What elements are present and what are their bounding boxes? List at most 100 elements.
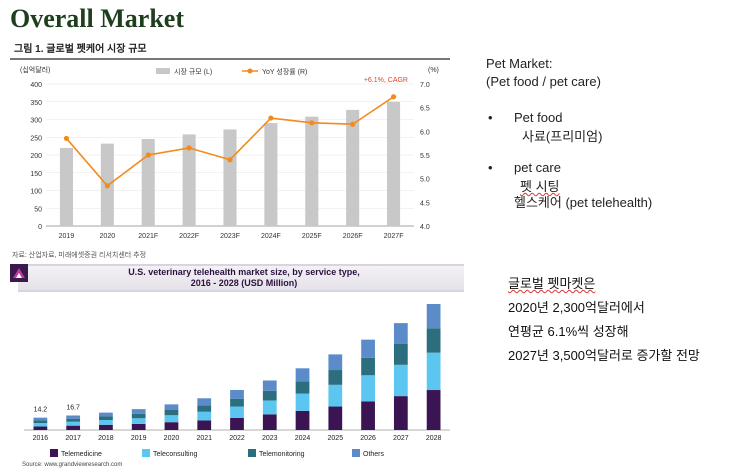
- stacked-bar-segment: [328, 354, 343, 371]
- cagr-annotation: +6.1%, CAGR: [364, 77, 408, 84]
- growth-point: [390, 94, 397, 100]
- y-tick-label: 400: [30, 82, 42, 89]
- chart-caption: 그림 1. 글로벌 펫케어 시장 규모: [14, 44, 147, 55]
- growth-point: [63, 135, 70, 142]
- chart-title-line1: U.S. veterinary telehealth market size, …: [128, 267, 360, 277]
- x-tick-label: 2027: [393, 435, 409, 442]
- stacked-bar-segment: [393, 396, 408, 430]
- y2-tick-label: 5.0: [420, 177, 430, 184]
- data-label: 14.2: [34, 407, 48, 414]
- chart-source: 자료: 산업자료, 미래에셋증권 리서치센터 추정: [12, 252, 147, 259]
- stacked-bar-segment: [230, 406, 244, 418]
- stacked-bar-segment: [164, 422, 179, 430]
- stacked-bar-segment: [131, 409, 146, 414]
- bullet-pet-food: Pet food: [514, 110, 563, 125]
- growth-point: [186, 145, 192, 151]
- y-tick-label: 0: [38, 224, 42, 231]
- bar: [346, 109, 360, 226]
- stacked-bar-segment: [164, 410, 179, 416]
- legend-line-marker: [247, 68, 253, 74]
- stacked-bar-segment: [295, 410, 310, 430]
- stacked-bar-segment: [66, 415, 81, 419]
- y2-tick-label: 7.0: [420, 82, 430, 89]
- pet-market-heading: Pet Market:: [486, 56, 553, 71]
- growth-point: [350, 121, 356, 127]
- y-tick-label: 300: [30, 118, 42, 125]
- stacked-bar-segment: [164, 404, 179, 411]
- growth-point: [145, 152, 151, 158]
- stacked-bar-segment: [295, 393, 310, 411]
- y-tick-label: 250: [30, 135, 42, 142]
- x-tick-label: 2026F: [343, 233, 363, 240]
- y-axis-unit-left: (십억달러): [20, 65, 50, 74]
- y2-tick-label: 4.5: [420, 200, 430, 207]
- x-tick-label: 2022F: [179, 233, 199, 240]
- caption-bar: [10, 38, 450, 60]
- stacked-bar-segment: [33, 417, 48, 421]
- x-tick-label: 2019: [59, 233, 75, 240]
- y-tick-label: 200: [30, 153, 42, 160]
- x-tick-label: 2019: [131, 435, 147, 442]
- stacked-bar-segment: [99, 412, 113, 417]
- stacked-bar-segment: [295, 381, 310, 394]
- x-tick-label: 2023: [262, 435, 278, 442]
- legend-swatch: [142, 449, 150, 457]
- legend-label: Telemedicine: [61, 451, 102, 458]
- x-tick-label: 2023F: [220, 233, 240, 240]
- stacked-bar-segment: [99, 424, 113, 430]
- x-tick-label: 2024F: [261, 233, 281, 240]
- stacked-bar-segment: [328, 384, 343, 407]
- chart-title-line2: 2016 - 2028 (USD Million): [190, 278, 298, 288]
- stacked-bar-segment: [197, 411, 212, 421]
- stacked-bar-segment: [230, 417, 244, 430]
- legend-swatch: [50, 449, 58, 457]
- x-tick-label: 2022: [229, 435, 245, 442]
- stacked-bar-segment: [393, 364, 408, 397]
- stacked-bar-segment: [393, 323, 408, 344]
- y2-tick-label: 6.0: [420, 129, 430, 136]
- stacked-bar-segment: [230, 390, 244, 399]
- legend-line-label: YoY 성장률 (R): [262, 67, 307, 76]
- x-tick-label: 2020: [100, 233, 116, 240]
- summary-line-2: 2020년 2,300억달러에서: [508, 300, 645, 315]
- x-tick-label: 2020: [164, 435, 180, 442]
- y2-tick-label: 6.5: [420, 106, 430, 113]
- bar: [305, 116, 319, 226]
- chart-source: Source: www.grandviewresearch.com: [22, 462, 123, 468]
- bullet-pet-food-sub: 사료(프리미엄): [522, 129, 603, 144]
- stacked-bar-segment: [426, 390, 441, 430]
- bullet-pet-care-sub2: 헬스케어 (pet telehealth): [514, 195, 653, 210]
- stacked-bar-segment: [131, 418, 146, 424]
- telehealth-market-chart: U.S. veterinary telehealth market size, …: [10, 264, 464, 472]
- bullet-pet-care: pet care: [514, 160, 561, 175]
- grand-view-logo-icon: [10, 264, 28, 282]
- y-tick-label: 50: [34, 206, 42, 213]
- stacked-bar-segment: [66, 425, 81, 430]
- stacked-bar-segment: [99, 416, 113, 421]
- stacked-bar-segment: [99, 420, 113, 425]
- x-tick-label: 2017: [65, 435, 81, 442]
- stacked-bar-segment: [131, 423, 146, 430]
- legend-swatch: [248, 449, 256, 457]
- slide-title: Overall Market: [10, 4, 184, 33]
- legend-bar-swatch: [156, 68, 170, 74]
- stacked-bar-segment: [295, 368, 310, 382]
- legend-label: Others: [363, 451, 385, 458]
- legend-label: Telemonitoring: [259, 451, 305, 458]
- bullet-dot-icon: •: [488, 110, 493, 125]
- bar: [141, 139, 155, 226]
- x-tick-label: 2021: [196, 435, 212, 442]
- stacked-bar-segment: [262, 400, 277, 415]
- growth-point: [227, 157, 233, 163]
- stacked-bar-segment: [426, 352, 441, 391]
- bullet-dot-icon: •: [488, 160, 493, 175]
- y-tick-label: 100: [30, 189, 42, 196]
- growth-point: [104, 183, 110, 189]
- stacked-bar-segment: [393, 343, 408, 365]
- stacked-bar-segment: [262, 390, 277, 401]
- x-tick-label: 2018: [98, 435, 114, 442]
- stacked-bar-segment: [33, 426, 48, 430]
- chart-banner: U.S. veterinary telehealth market size, …: [18, 264, 464, 292]
- bar: [59, 147, 73, 226]
- x-tick-label: 2025: [328, 435, 344, 442]
